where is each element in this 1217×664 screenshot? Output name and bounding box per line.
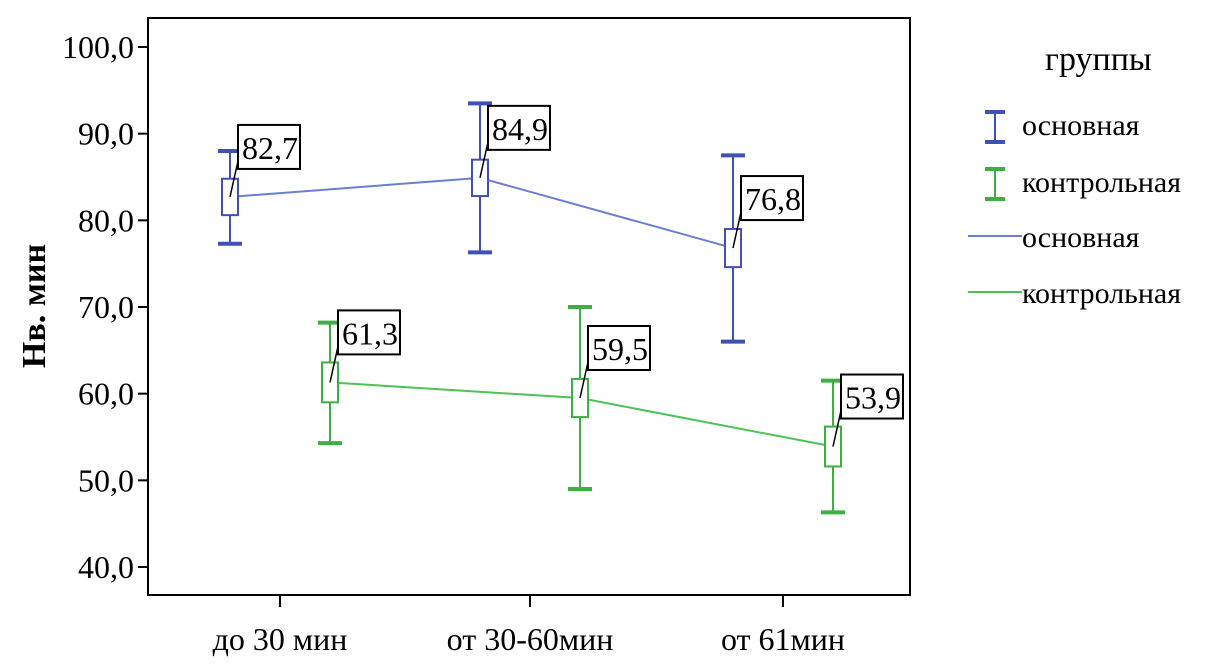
x-axis: до 30 мин от 30-60мин от 61мин <box>213 595 845 657</box>
data-label: 59,5 <box>592 331 648 367</box>
y-tick-label: 60,0 <box>78 376 134 412</box>
series-main: 82,7 84,9 76,8 <box>218 101 804 344</box>
y-tick-label: 70,0 <box>78 289 134 325</box>
legend-label: контрольная <box>1022 277 1181 310</box>
legend-entry: контрольная <box>968 277 1181 310</box>
y-axis: 40,0 50,0 60,0 70,0 80,0 90,0 100,0 <box>62 29 148 585</box>
data-label-leader <box>832 410 842 447</box>
legend-entry: контрольная <box>985 166 1181 201</box>
data-label-box <box>740 175 804 222</box>
data-label-box <box>587 325 651 371</box>
data-label: 53,9 <box>845 380 901 416</box>
data-label-leader <box>329 346 339 383</box>
x-tick-label: от 30-60мин <box>447 621 614 657</box>
legend-label: контрольная <box>1022 166 1181 199</box>
series-control: 61,3 59,5 53,9 <box>318 305 904 515</box>
data-label: 61,3 <box>342 315 398 351</box>
legend: группы основная контрольная основная контро… <box>968 41 1181 310</box>
data-label: 82,7 <box>242 130 298 166</box>
legend-title: группы <box>1045 41 1152 78</box>
y-tick-label: 100,0 <box>62 29 134 65</box>
x-tick-label: от 61мин <box>721 621 845 657</box>
legend-label: основная <box>1022 221 1140 254</box>
data-label-box <box>337 309 401 356</box>
data-label-leader <box>479 141 489 179</box>
y-tick-label: 80,0 <box>78 202 134 238</box>
legend-entry: основная <box>985 109 1140 144</box>
legend-label: основная <box>1022 109 1140 142</box>
y-tick-label: 50,0 <box>78 462 134 498</box>
data-label: 84,9 <box>492 111 548 147</box>
data-label-leader <box>229 160 239 198</box>
data-label-box <box>237 123 301 170</box>
legend-entry: основная <box>968 221 1140 254</box>
series-layer: 82,7 84,9 76,8 61,3 59,5 53,9 <box>218 101 904 515</box>
y-axis-title: Нв. мин <box>16 244 53 368</box>
y-tick-label: 90,0 <box>78 116 134 152</box>
data-label-leader <box>732 211 742 249</box>
data-label: 76,8 <box>745 181 801 217</box>
x-tick-label: до 30 мин <box>213 621 348 657</box>
data-label-box <box>487 104 551 151</box>
data-label-box <box>840 373 904 420</box>
data-label-leader <box>579 361 589 399</box>
mean-marker <box>321 361 339 404</box>
plot-frame <box>147 17 911 596</box>
y-tick-label: 40,0 <box>78 549 134 585</box>
